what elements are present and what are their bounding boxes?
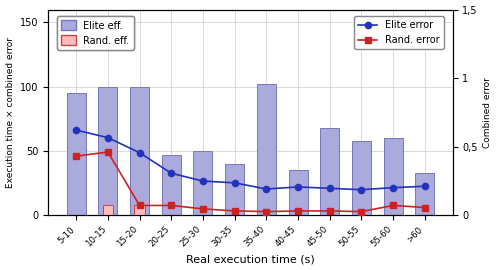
Rand. error [422, 206, 428, 209]
Elite error [73, 129, 79, 132]
Bar [225, 164, 244, 215]
Legend: Elite eff., Rand. eff.: Elite eff., Rand. eff. [57, 16, 133, 50]
Rand. error [200, 207, 206, 211]
Rand. error [327, 209, 333, 212]
Rand. error [73, 154, 79, 158]
Bar [193, 151, 213, 215]
Line: Rand. error: Rand. error [73, 149, 428, 215]
Bar [67, 93, 86, 215]
Line: Elite error: Elite error [73, 127, 428, 193]
X-axis label: Real execution time (s): Real execution time (s) [186, 254, 315, 264]
Elite error [390, 186, 396, 189]
Rand. error [295, 209, 301, 212]
Elite error [359, 188, 365, 191]
Elite error [105, 136, 111, 139]
Elite error [136, 151, 142, 154]
Rand. error [168, 204, 174, 207]
Bar [288, 170, 308, 215]
Elite error [200, 180, 206, 183]
Elite error [232, 181, 238, 184]
Rand. error [136, 204, 142, 207]
Rand. error [390, 204, 396, 207]
Bar [352, 141, 371, 215]
Bar [162, 155, 181, 215]
Rand. error [263, 210, 269, 213]
Y-axis label: Execution time × combined error: Execution time × combined error [5, 37, 14, 188]
Rand. error [105, 150, 111, 154]
Y-axis label: Combined error: Combined error [484, 77, 493, 148]
Elite error [327, 187, 333, 190]
Elite error [263, 187, 269, 191]
Bar [415, 173, 434, 215]
Bar [99, 87, 118, 215]
Elite error [422, 185, 428, 188]
Bar [383, 138, 402, 215]
Bar [320, 128, 339, 215]
Bar [257, 84, 276, 215]
Bar [130, 87, 149, 215]
Legend: Elite error, Rand. error: Elite error, Rand. error [354, 16, 444, 49]
Elite error [168, 172, 174, 175]
Rand. error [232, 209, 238, 212]
Elite error [295, 185, 301, 188]
Bar [103, 205, 113, 215]
Bar [134, 205, 145, 215]
Rand. error [359, 210, 365, 213]
